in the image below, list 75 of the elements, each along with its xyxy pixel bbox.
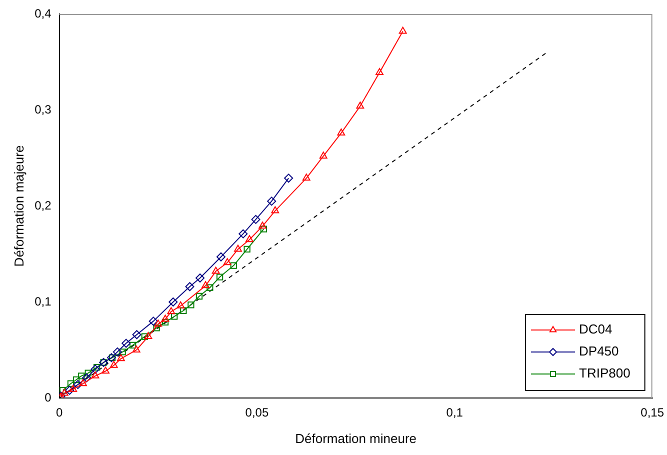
point (216, 274, 224, 280)
y-tick-label: 0,2 (34, 198, 52, 212)
point (376, 68, 384, 76)
point (153, 324, 160, 332)
point (245, 235, 254, 242)
point (171, 313, 178, 320)
point (79, 379, 87, 386)
y-tick-label: 0,4 (34, 6, 52, 20)
legend-label: DC04 (579, 322, 612, 337)
point (110, 360, 118, 368)
legend-label: DP450 (579, 344, 619, 359)
point (122, 338, 131, 348)
point (302, 174, 310, 181)
point (144, 332, 152, 340)
y-tick-label: 0,3 (34, 102, 52, 116)
point (132, 330, 142, 340)
point (258, 222, 266, 229)
point (94, 364, 100, 371)
point (271, 206, 280, 214)
point (188, 302, 194, 308)
x-tick-label: 0 (56, 406, 63, 420)
point (116, 354, 125, 362)
point (69, 384, 78, 392)
point (90, 364, 100, 374)
point (91, 371, 100, 378)
point (154, 320, 162, 327)
point (196, 274, 205, 282)
point (65, 386, 74, 395)
point (284, 174, 294, 183)
point (84, 370, 92, 376)
x-axis-title: Déformation mineure (295, 430, 416, 446)
point (260, 226, 268, 232)
point (238, 229, 248, 238)
point (141, 333, 148, 340)
y-axis-title: Déformation majeure (11, 145, 26, 267)
point (162, 318, 169, 326)
point (73, 380, 82, 390)
y-tick-label: 0 (44, 390, 52, 404)
point (82, 373, 92, 382)
point (148, 316, 158, 326)
point (185, 282, 194, 292)
point (319, 152, 328, 159)
legend-label: TRIP800 (579, 366, 630, 381)
point (216, 252, 226, 262)
point (206, 284, 214, 291)
point (78, 372, 85, 380)
point (167, 307, 176, 314)
point (72, 376, 80, 384)
y-tick-label: 0,1 (34, 294, 52, 308)
point (230, 262, 237, 269)
point (267, 196, 276, 206)
point (398, 26, 407, 34)
point (129, 342, 136, 349)
point (244, 246, 250, 253)
point (196, 292, 203, 300)
point (67, 380, 74, 387)
point (251, 214, 260, 224)
point (356, 102, 364, 109)
point (102, 366, 110, 374)
point (161, 314, 170, 322)
point (337, 128, 346, 136)
point (212, 266, 220, 274)
point (168, 298, 178, 306)
point (132, 346, 140, 352)
point (60, 386, 66, 394)
point (223, 258, 232, 266)
point (180, 307, 187, 314)
x-tick-label: 0,15 (640, 406, 664, 420)
point (176, 301, 185, 308)
x-tick-label: 0,05 (245, 406, 269, 420)
point (202, 281, 210, 288)
point (234, 244, 242, 252)
point (119, 348, 126, 356)
point (112, 347, 122, 356)
x-tick-label: 0,1 (446, 406, 464, 420)
